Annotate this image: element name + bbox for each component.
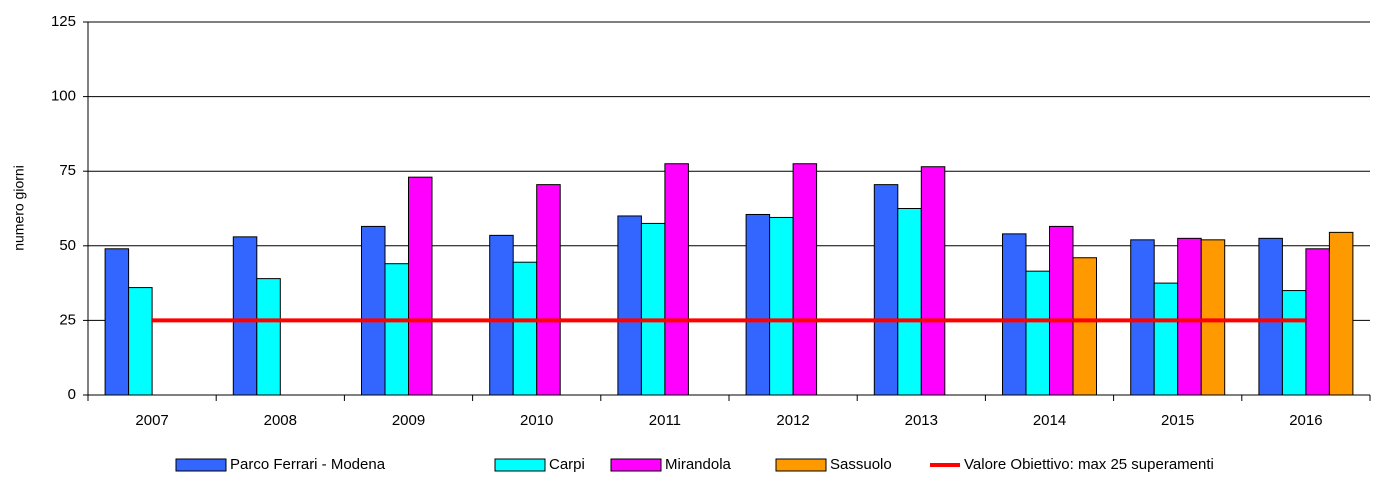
bar [664,163,689,396]
y-tick-label: 75 [59,162,76,179]
bar [1130,239,1155,396]
x-tick-label: 2008 [264,412,297,429]
bar [617,215,642,396]
x-tick-label: 2010 [520,412,553,429]
bar [1025,270,1050,396]
bar [384,263,409,396]
y-tick-label: 50 [59,237,76,254]
legend-swatch [775,458,827,472]
bar [640,222,666,396]
bar [1153,282,1179,396]
y-axis-label: numero giorni [11,165,27,251]
bar [489,234,514,396]
x-tick-label: 2016 [1289,412,1322,429]
x-tick-label: 2009 [392,412,425,429]
bar [408,176,433,396]
y-tick-label: 100 [51,88,76,105]
x-tick-label: 2011 [649,412,681,429]
bar [792,163,818,396]
legend-label: Mirandola [665,456,732,473]
bar [1328,231,1354,396]
bar [1305,248,1330,396]
legend-swatch [610,458,662,472]
bar [1002,233,1027,396]
x-tick-label: 2013 [905,412,938,429]
x-tick-label: 2007 [135,412,168,429]
y-tick-label: 125 [51,13,76,30]
bar [1200,239,1226,396]
bar [512,261,538,396]
legend-label: Carpi [549,456,585,473]
y-tick-label: 0 [68,386,76,403]
legend-swatch [175,458,227,472]
bar [1177,237,1202,396]
bar [897,208,922,396]
bar [361,225,386,396]
bar [873,184,899,396]
bar [745,213,771,396]
x-tick-label: 2012 [776,412,809,429]
y-tick-label: 25 [59,311,76,328]
bar [769,216,794,396]
bar [232,236,258,396]
x-tick-label: 2014 [1033,412,1066,429]
bar [104,248,130,396]
bar [1049,225,1074,396]
bar [1072,257,1097,396]
bar [128,287,153,396]
bar [536,184,561,396]
legend-label: Valore Obiettivo: max 25 superamenti [964,456,1214,473]
bar [1281,290,1307,396]
bar [256,278,281,396]
bar [920,166,946,396]
legend-label: Sassuolo [830,456,892,473]
bar [1258,237,1283,396]
x-tick-label: 2015 [1161,412,1194,429]
legend-swatch [494,458,546,472]
legend-label: Parco Ferrari - Modena [230,456,386,473]
